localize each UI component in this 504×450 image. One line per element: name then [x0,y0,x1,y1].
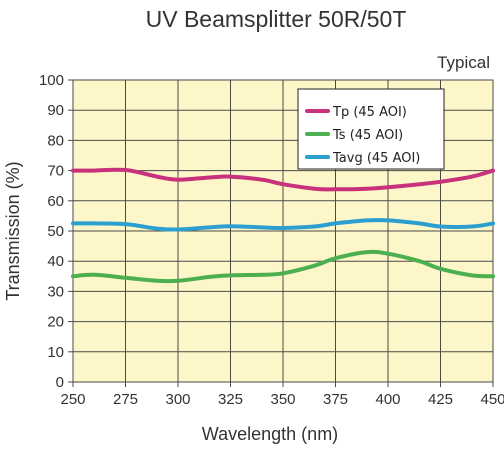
y-tick-label: 80 [47,132,64,149]
y-axis-ticks: 0 10 20 30 40 50 60 70 80 90 100 [39,72,64,391]
y-tick-label: 70 [47,163,64,180]
y-tick-label: 30 [47,283,64,300]
series-line-tavg [71,218,495,232]
typical-annotation: Typical [437,53,490,72]
legend-label-tavg: Tavg (45 AOI) [332,151,420,166]
x-axis-ticks: 250 275 300 325 350 375 400 425 450 [60,391,504,408]
y-tick-label: 50 [47,223,64,240]
series-line-ts [71,249,495,284]
x-tick-label: 300 [165,391,190,408]
legend-label-tp: Tp (45 AOI) [332,105,407,120]
x-tick-label: 450 [480,391,504,408]
y-tick-label: 20 [47,314,64,331]
x-tick-label: 325 [218,391,243,408]
y-tick-label: 40 [47,253,64,270]
series-line-tp [71,167,495,192]
x-tick-label: 275 [113,391,138,408]
y-axis-label: Transmission (%) [3,161,23,300]
y-tick-label: 10 [47,344,64,361]
y-tick-label: 90 [47,102,64,119]
y-tick-label: 60 [47,193,64,210]
x-tick-label: 400 [375,391,400,408]
legend: Tp (45 AOI) Ts (45 AOI) Tavg (45 AOI) [297,88,445,170]
x-tick-label: 350 [270,391,295,408]
chart-title: UV Beamsplitter 50R/50T [146,6,407,32]
y-tick-label: 0 [56,374,64,391]
legend-label-ts: Ts (45 AOI) [332,128,403,143]
x-tick-label: 375 [323,391,348,408]
x-tick-label: 425 [428,391,453,408]
grid-lines [68,79,494,387]
x-axis-label: Wavelength (nm) [202,424,338,444]
series-lines [71,167,495,284]
y-tick-label: 100 [39,72,64,89]
x-tick-label: 250 [60,391,85,408]
